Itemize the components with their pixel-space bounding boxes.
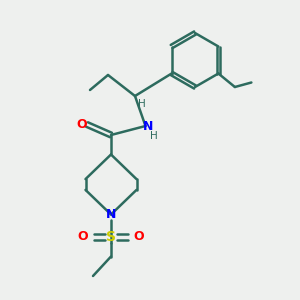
Text: N: N	[143, 119, 153, 133]
Text: O: O	[134, 230, 144, 244]
Text: N: N	[106, 208, 116, 221]
Text: O: O	[76, 118, 87, 131]
Text: H: H	[150, 130, 158, 141]
Text: O: O	[78, 230, 88, 244]
Text: H: H	[138, 99, 146, 110]
Text: S: S	[106, 230, 116, 244]
